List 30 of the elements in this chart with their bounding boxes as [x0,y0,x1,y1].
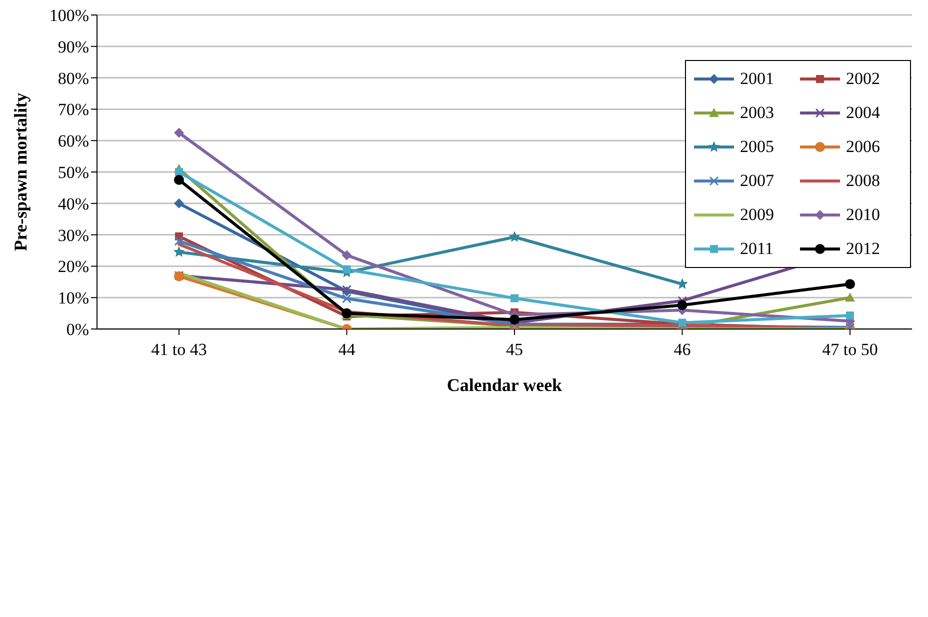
x-tick-label: 46 [674,340,691,360]
y-tick-label: 50% [58,163,89,182]
x-tick-label: 47 to 50 [822,340,878,360]
legend-label: 2009 [740,205,774,225]
legend-label: 2008 [846,171,880,191]
y-tick-label: 40% [58,194,89,214]
y-tick-label: 60% [58,132,89,151]
x-tick-label: 44 [338,340,356,360]
x-axis-title: Calendar week [446,375,562,395]
y-axis-title: Pre-spawn mortality [10,92,30,252]
legend-label: 2001 [740,69,774,89]
y-tick-label: 20% [58,257,89,276]
y-tick-label: 100% [49,6,89,26]
legend-label: 2007 [740,171,774,191]
legend-label: 2010 [846,205,880,225]
y-tick-label: 0% [66,320,89,340]
y-tick-label: 30% [58,226,89,245]
legend-label: 2004 [846,103,880,123]
y-tick-label: 10% [58,288,89,308]
legend-label: 2011 [740,239,774,259]
y-tick-label: 70% [58,100,89,120]
y-tick-label: 90% [58,37,89,56]
legend-label: 2003 [740,103,774,123]
x-tick-label: 41 to 43 [151,340,207,360]
legend-label: 2012 [846,239,880,259]
legend-label: 2006 [846,137,880,157]
legend-label: 2002 [846,69,880,89]
legend-label: 2005 [740,137,774,157]
y-tick-label: 80% [58,68,89,88]
x-tick-label: 45 [506,340,523,360]
